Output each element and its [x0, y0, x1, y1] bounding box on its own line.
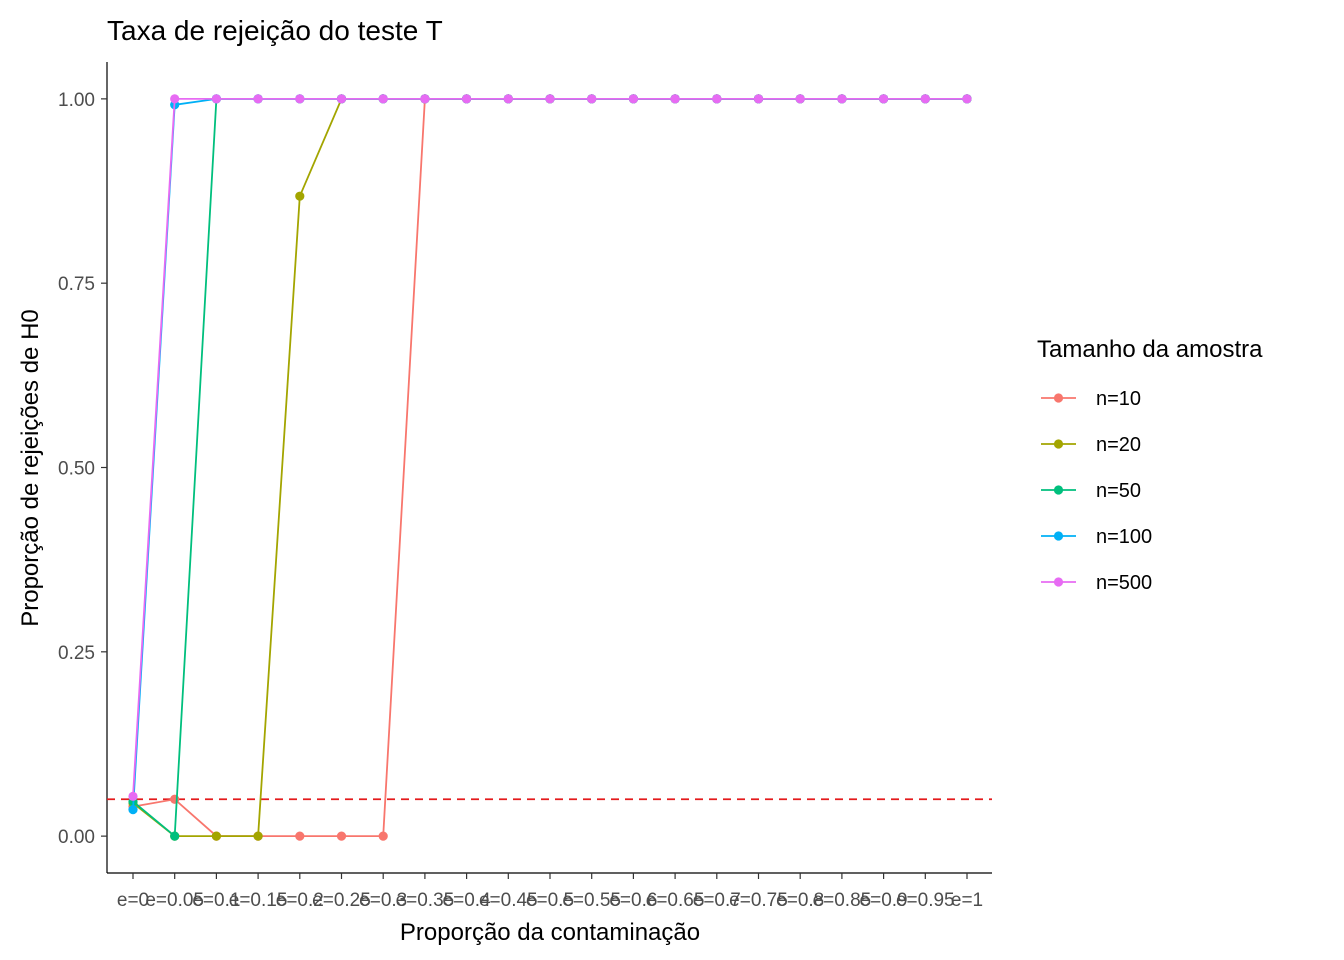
- data-point: [920, 94, 930, 104]
- x-tick-label: e=0.65: [646, 890, 705, 911]
- legend-label: n=10: [1096, 388, 1141, 410]
- x-tick-label: e=0.2: [276, 890, 324, 911]
- data-point: [170, 831, 180, 841]
- chart-title: Taxa de rejeição do teste T: [107, 15, 443, 46]
- x-tick-label: e=0.5: [526, 890, 574, 911]
- data-point: [211, 94, 221, 104]
- legend-title: Tamanho da amostra: [1037, 336, 1263, 363]
- legend-label: n=100: [1096, 526, 1152, 548]
- legend-item: n=20: [1041, 434, 1141, 456]
- data-point: [628, 94, 639, 104]
- x-tick-label: e=0.4: [443, 890, 492, 911]
- series-n-100: [128, 94, 972, 815]
- y-tick-label: 0.25: [58, 643, 95, 664]
- x-tick-label: e=0.1: [192, 890, 240, 911]
- data-point: [420, 94, 430, 104]
- legend-item: n=50: [1041, 480, 1141, 502]
- data-point: [253, 831, 263, 841]
- data-point: [712, 94, 722, 104]
- legend-item: n=100: [1041, 526, 1152, 548]
- x-axis-title: Proporção da contaminação: [400, 919, 700, 946]
- y-tick-label: 0.00: [58, 827, 95, 848]
- x-tick-labels: e=0e=0.05e=0.1e=0.15e=0.2e=0.25e=0.3e=0.…: [117, 873, 983, 911]
- data-point: [128, 791, 138, 801]
- data-point: [879, 94, 889, 104]
- series-n-50: [128, 94, 972, 841]
- data-point: [503, 94, 513, 104]
- data-point: [587, 94, 597, 104]
- x-tick-label: e=0.35: [396, 890, 455, 911]
- data-point: [670, 94, 680, 104]
- series-layer: [128, 94, 972, 841]
- data-point: [378, 831, 388, 841]
- series-line: [132, 98, 967, 797]
- x-tick-label: e=0.3: [359, 890, 407, 911]
- x-tick-label: e=0.85: [813, 890, 872, 911]
- legend-marker: [1053, 393, 1064, 403]
- series-n-20: [128, 94, 972, 841]
- x-tick-label: e=0.7: [693, 890, 741, 911]
- data-point: [170, 794, 180, 804]
- data-point: [753, 94, 764, 104]
- legend-item: n=10: [1041, 388, 1141, 410]
- series-n-10: [128, 94, 972, 841]
- data-point: [795, 94, 805, 104]
- x-tick-label: e=0: [117, 890, 149, 911]
- legend-marker: [1053, 577, 1064, 587]
- data-point: [128, 804, 138, 815]
- y-axis-title: Proporção de rejeições de H0: [17, 309, 44, 627]
- data-point: [295, 94, 305, 104]
- data-point: [462, 94, 472, 104]
- x-tick-label: e=0.95: [896, 890, 955, 911]
- x-tick-label: e=0.75: [729, 890, 788, 911]
- series-line: [132, 98, 967, 837]
- legend-marker: [1053, 439, 1064, 449]
- data-point: [336, 831, 347, 841]
- data-point: [170, 94, 180, 104]
- legend-marker: [1053, 485, 1064, 495]
- legend-item: n=500: [1041, 572, 1152, 594]
- x-tick-label: e=0.25: [312, 890, 371, 911]
- x-tick-label: e=0.15: [229, 890, 288, 911]
- y-tick-label: 0.75: [58, 274, 95, 295]
- data-point: [837, 94, 847, 104]
- data-point: [336, 94, 347, 104]
- data-point: [211, 831, 221, 841]
- x-tick-label: e=0.6: [609, 890, 657, 911]
- series-line: [132, 98, 967, 838]
- data-point: [253, 94, 263, 104]
- x-tick-label: e=0.8: [776, 890, 824, 911]
- x-tick-label: e=0.9: [860, 890, 908, 911]
- series-line: [132, 98, 967, 810]
- y-tick-label: 0.50: [58, 459, 95, 480]
- x-tick-label: e=0.55: [562, 890, 621, 911]
- data-point: [295, 831, 305, 841]
- series-line: [132, 98, 967, 837]
- data-point: [378, 94, 388, 104]
- y-tick-labels: 0.00 0.25 0.50 0.75 1.00: [58, 90, 107, 848]
- series-n-500: [128, 94, 972, 801]
- y-tick-label: 1.00: [58, 90, 95, 111]
- legend-label: n=20: [1096, 434, 1141, 456]
- x-tick-label: e=1: [951, 890, 983, 911]
- axes: [106, 62, 992, 874]
- x-tick-label: e=0.45: [479, 890, 538, 911]
- legend-marker: [1053, 531, 1064, 541]
- legend-label: n=500: [1096, 572, 1152, 594]
- x-tick-label: e=0.05: [145, 890, 204, 911]
- data-point: [295, 191, 305, 201]
- data-point: [962, 94, 972, 104]
- legend: Tamanho da amostra n=10 n=20 n=50 n=100 n=50…: [1037, 336, 1263, 594]
- legend-label: n=50: [1096, 480, 1141, 502]
- data-point: [545, 94, 555, 104]
